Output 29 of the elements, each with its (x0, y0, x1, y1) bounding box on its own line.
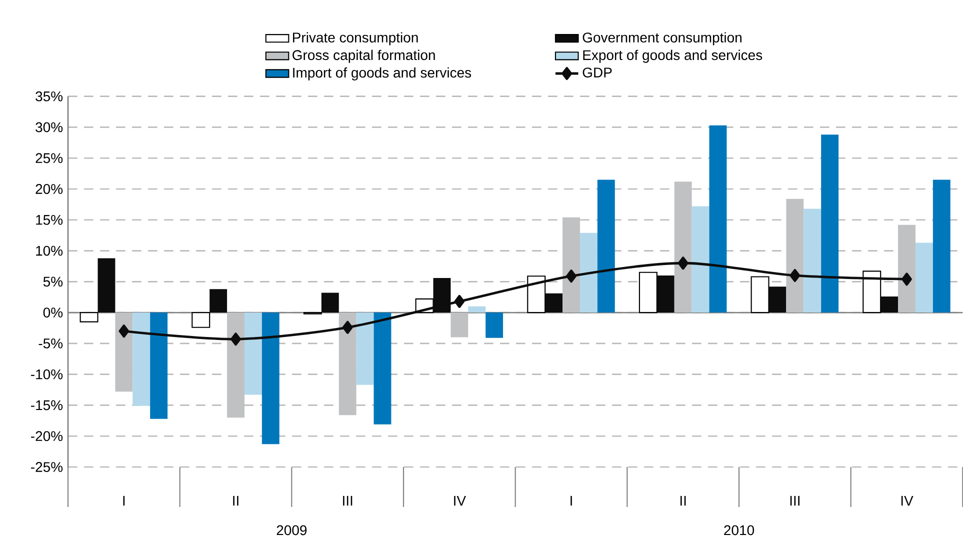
legend-label: GDP (582, 68, 612, 78)
legend-label: Import of goods and services (293, 67, 472, 80)
legend-label: Government consumption (582, 32, 742, 46)
y-tick-label: -25% (31, 462, 63, 472)
y-tick-label: -10% (31, 369, 63, 380)
y-tick-label: 20% (36, 184, 63, 194)
x-tick-label: IV (901, 496, 914, 506)
y-tick-label: 35% (36, 91, 63, 102)
x-tick-label: I (570, 496, 572, 506)
x-tick-label: I (123, 496, 125, 506)
y-tick-label: 10% (36, 246, 63, 256)
y-tick-label: 25% (36, 153, 63, 164)
y-tick-label: -20% (31, 431, 63, 442)
x-tick-label: III (343, 496, 352, 506)
y-tick-label: -5% (38, 338, 63, 348)
text: 2009 (276, 525, 307, 536)
y-tick-label: -15% (31, 400, 63, 410)
y-tick-label: 5% (43, 276, 63, 287)
legend-label: Gross capital formation (292, 50, 435, 63)
y-tick-label: 15% (36, 214, 63, 225)
text: 2010 (724, 525, 754, 536)
legend-label: Private consumption (293, 32, 418, 46)
x-tick-label: II (233, 496, 238, 506)
x-tick-label: III (790, 496, 800, 506)
x-tick-label: IV (454, 496, 466, 506)
y-tick-label: 30% (36, 122, 63, 132)
legend-label: Export of goods and services (583, 50, 762, 63)
y-tick-label: 0% (43, 308, 63, 318)
x-tick-label: II (680, 496, 686, 506)
